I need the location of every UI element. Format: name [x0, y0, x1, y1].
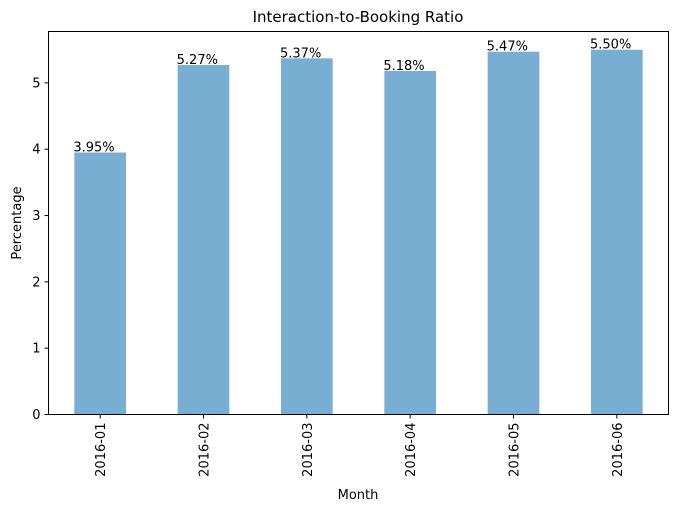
- y-tick-label-4: 4: [32, 143, 40, 158]
- chart-title: Interaction-to-Booking Ratio: [253, 8, 464, 26]
- x-axis: 2016-01 2016-02 2016-03 2016-04 2016-05 2016-…: [94, 414, 626, 477]
- bar-2016-04: [384, 70, 436, 415]
- y-tick-label-2: 2: [32, 275, 40, 290]
- x-tick-label-2016-05: 2016-05: [508, 423, 523, 477]
- data-label-2016-05: 5.47%: [487, 40, 528, 55]
- data-label-2016-02: 5.27%: [177, 53, 218, 68]
- bar-2016-03: [281, 58, 333, 415]
- bars-group: [74, 49, 643, 415]
- plot-frame: [48, 31, 669, 415]
- x-tick-label-2016-04: 2016-04: [404, 423, 419, 477]
- x-tick-label-2016-06: 2016-06: [611, 423, 626, 477]
- y-tick-label-1: 1: [32, 342, 40, 357]
- x-axis-title: Month: [338, 488, 379, 503]
- y-tick-label-5: 5: [32, 76, 40, 91]
- y-axis-title: Percentage: [10, 186, 25, 259]
- data-labels-group: 3.95% 5.27% 5.37% 5.18% 5.47% 5.50%: [73, 38, 631, 156]
- x-tick-label-2016-01: 2016-01: [94, 423, 109, 477]
- data-label-2016-01: 3.95%: [73, 141, 114, 156]
- y-tick-label-0: 0: [32, 408, 40, 423]
- bar-2016-06: [591, 49, 643, 415]
- bar-2016-05: [487, 51, 540, 415]
- y-axis: 0 1 2 3 4 5: [32, 76, 49, 423]
- bar-2016-01: [74, 152, 126, 415]
- x-tick-label-2016-02: 2016-02: [198, 423, 213, 477]
- data-label-2016-06: 5.50%: [590, 38, 631, 53]
- y-tick-label-3: 3: [32, 209, 40, 224]
- data-label-2016-04: 5.18%: [383, 59, 424, 74]
- bar-2016-02: [177, 64, 230, 415]
- x-tick-label-2016-03: 2016-03: [301, 423, 316, 477]
- data-label-2016-03: 5.37%: [280, 46, 321, 61]
